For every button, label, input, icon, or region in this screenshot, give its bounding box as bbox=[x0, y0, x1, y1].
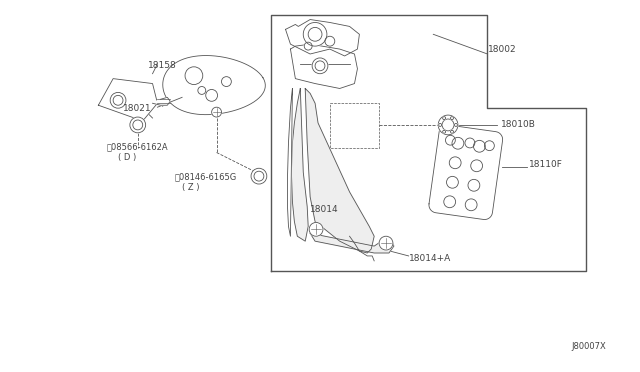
Circle shape bbox=[130, 117, 146, 133]
Circle shape bbox=[447, 176, 458, 188]
Circle shape bbox=[442, 119, 454, 131]
Polygon shape bbox=[429, 125, 502, 219]
Circle shape bbox=[315, 61, 325, 71]
Polygon shape bbox=[99, 78, 157, 121]
Circle shape bbox=[468, 179, 480, 191]
Polygon shape bbox=[310, 233, 394, 253]
Text: 18002: 18002 bbox=[488, 45, 516, 54]
Circle shape bbox=[465, 199, 477, 211]
Circle shape bbox=[133, 120, 143, 130]
Circle shape bbox=[454, 124, 458, 126]
Circle shape bbox=[451, 117, 454, 119]
Circle shape bbox=[185, 67, 203, 84]
Circle shape bbox=[309, 222, 323, 236]
Polygon shape bbox=[152, 97, 170, 105]
Circle shape bbox=[443, 130, 445, 133]
Text: 18014+A: 18014+A bbox=[409, 254, 451, 263]
Circle shape bbox=[304, 42, 312, 50]
Circle shape bbox=[471, 160, 483, 172]
Text: ( D ): ( D ) bbox=[118, 153, 136, 162]
Circle shape bbox=[449, 157, 461, 169]
Polygon shape bbox=[305, 89, 374, 253]
Circle shape bbox=[110, 92, 126, 108]
Text: 18110F: 18110F bbox=[529, 160, 563, 169]
Text: 18158: 18158 bbox=[148, 61, 177, 70]
Polygon shape bbox=[287, 89, 292, 236]
Circle shape bbox=[484, 141, 494, 151]
Circle shape bbox=[452, 137, 464, 149]
Circle shape bbox=[205, 89, 218, 101]
Text: ゃ08146-6165G: ゃ08146-6165G bbox=[174, 173, 236, 182]
Circle shape bbox=[113, 95, 123, 105]
Circle shape bbox=[443, 117, 445, 119]
Text: ( Z ): ( Z ) bbox=[182, 183, 200, 192]
Circle shape bbox=[438, 115, 458, 135]
Circle shape bbox=[379, 236, 393, 250]
Circle shape bbox=[308, 28, 322, 41]
Text: J80007X: J80007X bbox=[571, 343, 605, 352]
Circle shape bbox=[254, 171, 264, 181]
Polygon shape bbox=[163, 55, 266, 115]
Polygon shape bbox=[291, 89, 308, 241]
Circle shape bbox=[465, 138, 475, 148]
Text: ゃ08566-6162A: ゃ08566-6162A bbox=[106, 142, 168, 151]
Circle shape bbox=[251, 168, 267, 184]
Circle shape bbox=[445, 135, 455, 145]
Text: 18021: 18021 bbox=[123, 104, 152, 113]
Circle shape bbox=[444, 196, 456, 208]
Circle shape bbox=[303, 22, 327, 46]
Polygon shape bbox=[291, 44, 357, 89]
Circle shape bbox=[198, 87, 205, 94]
Circle shape bbox=[451, 130, 454, 133]
Circle shape bbox=[221, 77, 231, 87]
Polygon shape bbox=[285, 19, 360, 56]
Text: 18014: 18014 bbox=[310, 205, 339, 214]
Circle shape bbox=[474, 140, 485, 152]
Circle shape bbox=[438, 124, 442, 126]
Circle shape bbox=[325, 36, 335, 46]
Text: 18010B: 18010B bbox=[501, 121, 536, 129]
Circle shape bbox=[312, 58, 328, 74]
Circle shape bbox=[212, 107, 221, 117]
